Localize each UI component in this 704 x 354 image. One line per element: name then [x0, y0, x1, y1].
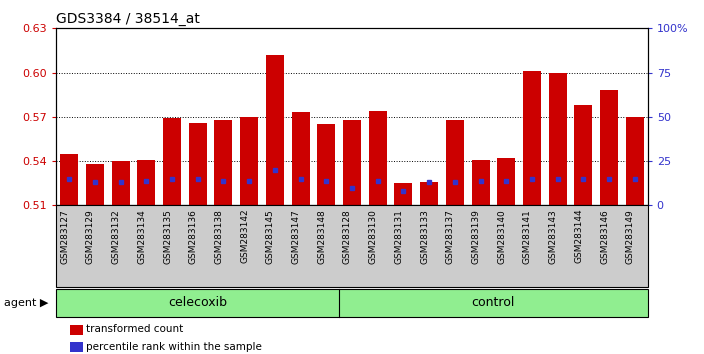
- Text: percentile rank within the sample: percentile rank within the sample: [86, 342, 262, 352]
- Text: GSM283135: GSM283135: [163, 209, 172, 264]
- Bar: [394, 183, 413, 205]
- Bar: [137, 160, 156, 205]
- Bar: [112, 161, 130, 205]
- Bar: [574, 105, 592, 205]
- Text: transformed count: transformed count: [86, 324, 183, 334]
- Bar: [343, 120, 361, 205]
- Text: GSM283138: GSM283138: [215, 209, 223, 264]
- Text: GSM283136: GSM283136: [189, 209, 198, 264]
- Text: GSM283134: GSM283134: [137, 209, 146, 264]
- Bar: [523, 71, 541, 205]
- Bar: [600, 90, 618, 205]
- Text: control: control: [472, 296, 515, 309]
- Bar: [472, 160, 489, 205]
- Bar: [291, 113, 310, 205]
- Bar: [420, 182, 438, 205]
- Text: GSM283130: GSM283130: [369, 209, 378, 264]
- Bar: [318, 124, 335, 205]
- Text: GSM283137: GSM283137: [446, 209, 455, 264]
- Bar: [215, 120, 232, 205]
- Bar: [626, 117, 644, 205]
- Text: GSM283140: GSM283140: [497, 209, 506, 264]
- Bar: [60, 154, 78, 205]
- Text: GSM283133: GSM283133: [420, 209, 429, 264]
- Text: GSM283128: GSM283128: [343, 209, 352, 264]
- Text: celecoxib: celecoxib: [168, 296, 227, 309]
- Bar: [446, 120, 464, 205]
- Text: GSM283144: GSM283144: [574, 209, 584, 263]
- Text: GSM283148: GSM283148: [318, 209, 326, 264]
- Bar: [497, 158, 515, 205]
- Text: GSM283147: GSM283147: [291, 209, 301, 264]
- Bar: [548, 73, 567, 205]
- Text: GSM283127: GSM283127: [60, 209, 69, 264]
- Bar: [86, 164, 104, 205]
- Text: agent ▶: agent ▶: [4, 298, 48, 308]
- Text: GSM283145: GSM283145: [266, 209, 275, 264]
- Bar: [189, 123, 207, 205]
- Text: GSM283146: GSM283146: [600, 209, 609, 264]
- Text: GSM283129: GSM283129: [86, 209, 95, 264]
- Bar: [163, 118, 181, 205]
- Text: GSM283149: GSM283149: [626, 209, 635, 264]
- Text: GSM283131: GSM283131: [394, 209, 403, 264]
- Text: GSM283143: GSM283143: [548, 209, 558, 264]
- Text: GSM283132: GSM283132: [112, 209, 120, 264]
- Bar: [240, 117, 258, 205]
- Text: GSM283141: GSM283141: [523, 209, 532, 264]
- Bar: [369, 111, 386, 205]
- Bar: [266, 55, 284, 205]
- Text: GSM283139: GSM283139: [472, 209, 481, 264]
- Text: GDS3384 / 38514_at: GDS3384 / 38514_at: [56, 12, 200, 26]
- Text: GSM283142: GSM283142: [240, 209, 249, 263]
